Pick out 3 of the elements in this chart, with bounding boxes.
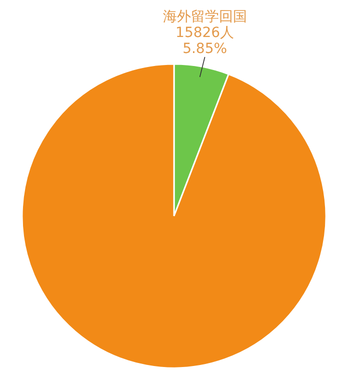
data-label: 5.85% — [182, 41, 228, 58]
text: 15826人 — [176, 25, 234, 42]
slice-label: 海外留学回国 — [162, 9, 247, 26]
